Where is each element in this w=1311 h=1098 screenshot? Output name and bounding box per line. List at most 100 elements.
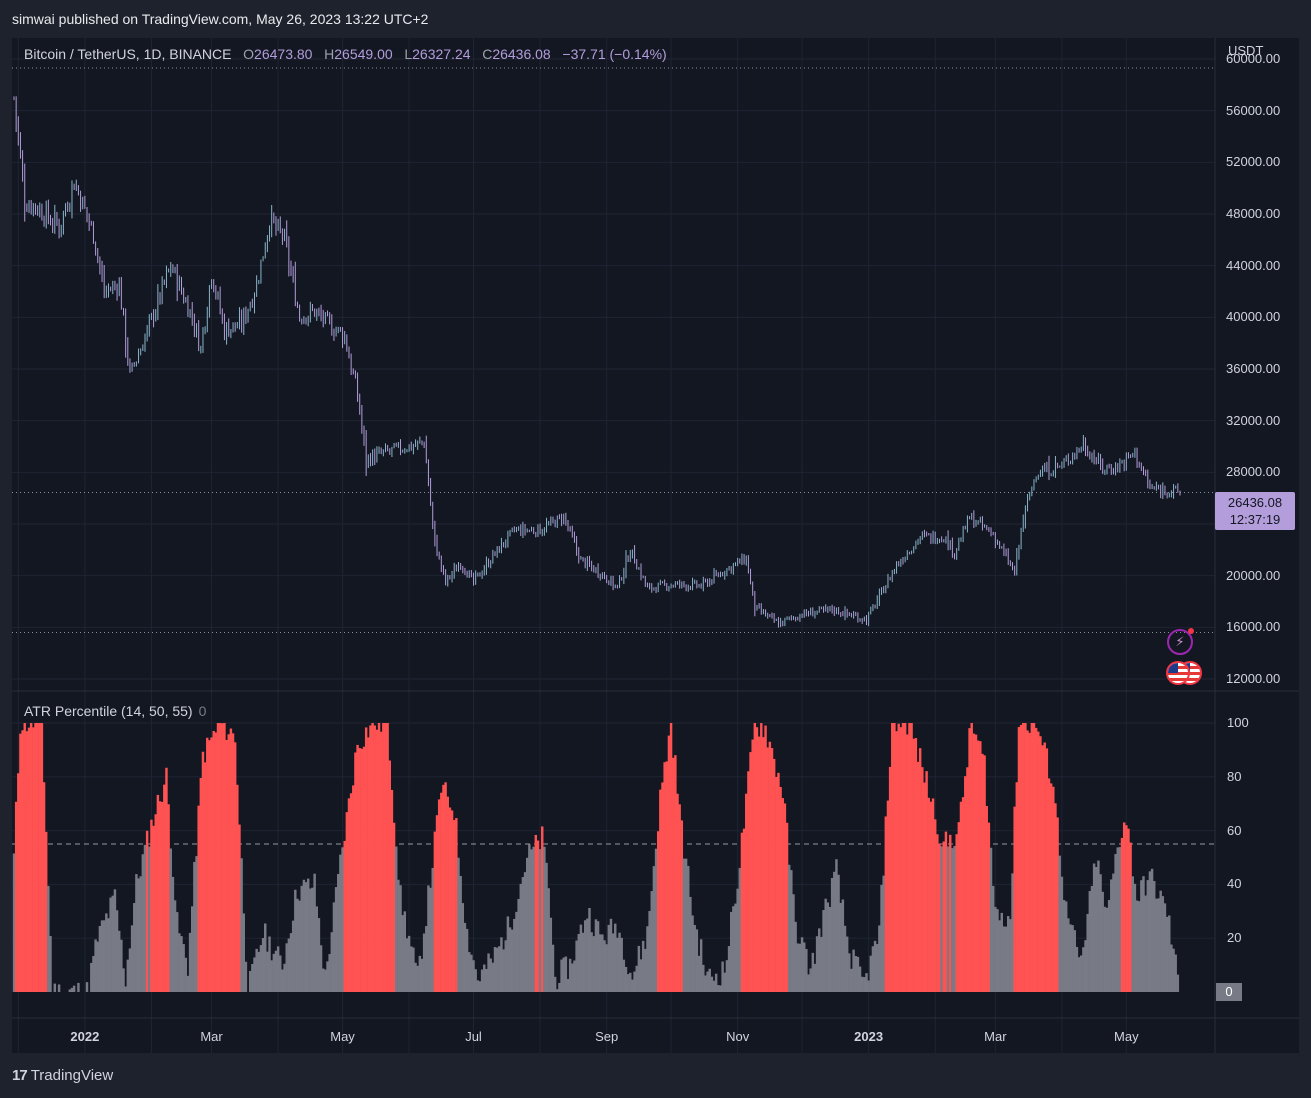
atr-bar bbox=[811, 952, 815, 992]
atr-bar bbox=[742, 828, 746, 992]
atr-bar bbox=[912, 738, 915, 992]
atr-bar bbox=[891, 723, 894, 992]
atr-bar bbox=[191, 906, 194, 992]
atr-bar bbox=[566, 979, 570, 992]
atr-bar bbox=[547, 888, 550, 992]
indicator-legend[interactable]: ATR Percentile (14, 50, 55) 0 bbox=[24, 703, 206, 719]
bolt-icon[interactable]: ⚡ bbox=[1167, 628, 1194, 655]
atr-bar bbox=[848, 953, 851, 992]
atr-bar bbox=[343, 840, 346, 992]
atr-bar bbox=[714, 973, 718, 992]
atr-bar bbox=[470, 954, 473, 992]
price-tick-label: 12000.00 bbox=[1226, 671, 1281, 686]
footer-brand[interactable]: 17 TradingView bbox=[12, 1067, 113, 1084]
atr-bar bbox=[495, 947, 499, 992]
time-tick-label: Sep bbox=[595, 1029, 619, 1044]
atr-bar bbox=[525, 857, 529, 992]
atr-bar bbox=[1062, 900, 1066, 992]
atr-bar bbox=[903, 723, 907, 992]
atr-bar bbox=[1064, 901, 1068, 992]
atr-bar bbox=[36, 723, 39, 992]
atr-bar bbox=[70, 987, 74, 992]
atr-bar bbox=[317, 918, 321, 992]
atr-bar bbox=[1034, 727, 1038, 992]
symbol-legend[interactable]: Bitcoin / TetherUS, 1D, BINANCE O26473.8… bbox=[24, 46, 667, 62]
atr-bar bbox=[182, 944, 185, 992]
atr-bar bbox=[229, 728, 233, 992]
atr-bar bbox=[762, 737, 765, 992]
atr-bar bbox=[195, 856, 198, 992]
atr-bar bbox=[1011, 873, 1014, 992]
atr-bar bbox=[568, 958, 572, 992]
atr-bar bbox=[648, 911, 651, 992]
atr-bar bbox=[551, 944, 555, 992]
atr-bar bbox=[766, 747, 769, 992]
atr-bar bbox=[852, 949, 855, 992]
atr-bar bbox=[876, 944, 879, 992]
price-tick-label: 56000.00 bbox=[1226, 102, 1281, 118]
atr-bar bbox=[498, 946, 501, 992]
atr-bar bbox=[1071, 925, 1074, 992]
atr-bar bbox=[869, 955, 873, 992]
atr-bar bbox=[543, 846, 546, 992]
atr-bar bbox=[12, 853, 16, 992]
atr-bar bbox=[770, 748, 774, 992]
atr-bar bbox=[805, 949, 808, 992]
atr-bar bbox=[100, 920, 104, 992]
atr-bar bbox=[1054, 803, 1057, 992]
atr-bar bbox=[96, 941, 99, 992]
atr-bar bbox=[929, 801, 933, 992]
atr-bar bbox=[427, 885, 430, 992]
atr-bar bbox=[1165, 916, 1169, 992]
us-flag-icon[interactable] bbox=[1166, 661, 1204, 687]
last-price: 26436.08 bbox=[1227, 495, 1283, 510]
atr-bar bbox=[315, 906, 318, 992]
atr-bar bbox=[109, 897, 112, 992]
atr-bar bbox=[1084, 940, 1087, 992]
atr-bar bbox=[326, 961, 329, 992]
atr-bar bbox=[878, 925, 881, 992]
atr-bar bbox=[682, 858, 686, 992]
atr-bar bbox=[538, 849, 542, 992]
atr-bar bbox=[541, 826, 544, 992]
symbol-name[interactable]: Bitcoin / TetherUS, 1D, BINANCE bbox=[24, 46, 232, 62]
atr-bar bbox=[560, 959, 563, 992]
atr-bar bbox=[1110, 879, 1113, 992]
atr-bar bbox=[163, 784, 166, 992]
atr-bar bbox=[760, 723, 763, 992]
indicator-name[interactable]: ATR Percentile (14, 50, 55) bbox=[24, 703, 193, 719]
atr-bar bbox=[1002, 926, 1006, 992]
atr-bar bbox=[152, 825, 155, 992]
atr-bar bbox=[283, 963, 286, 992]
atr-bar bbox=[94, 939, 97, 992]
atr-bar bbox=[392, 822, 396, 992]
atr-bar bbox=[1133, 883, 1137, 992]
atr-bar bbox=[201, 751, 205, 992]
atr-bar bbox=[188, 932, 192, 992]
atr-bar bbox=[442, 784, 445, 992]
atr-bar bbox=[734, 903, 737, 992]
atr-bar bbox=[841, 899, 845, 992]
atr-bar bbox=[663, 762, 666, 992]
atr-bar bbox=[581, 932, 585, 992]
atr-bar bbox=[440, 792, 443, 992]
atr-bar bbox=[287, 938, 291, 992]
atr-bar bbox=[1049, 783, 1053, 992]
atr-bar bbox=[534, 834, 538, 992]
atr-bar bbox=[253, 957, 256, 992]
atr-bar bbox=[227, 734, 230, 992]
atr-bar bbox=[665, 761, 669, 992]
atr-bar bbox=[532, 846, 535, 992]
atr-bar bbox=[515, 911, 518, 992]
atr-bar bbox=[968, 728, 971, 992]
atr-bar bbox=[867, 980, 870, 992]
atr-bar bbox=[691, 915, 694, 992]
atr-bar bbox=[117, 930, 121, 992]
atr-value-badge: 0 bbox=[1216, 983, 1242, 1001]
atr-bar bbox=[1131, 876, 1134, 992]
atr-bar bbox=[298, 900, 301, 992]
atr-bar bbox=[717, 985, 720, 992]
atr-bar bbox=[680, 820, 684, 992]
atr-bar bbox=[865, 973, 868, 992]
